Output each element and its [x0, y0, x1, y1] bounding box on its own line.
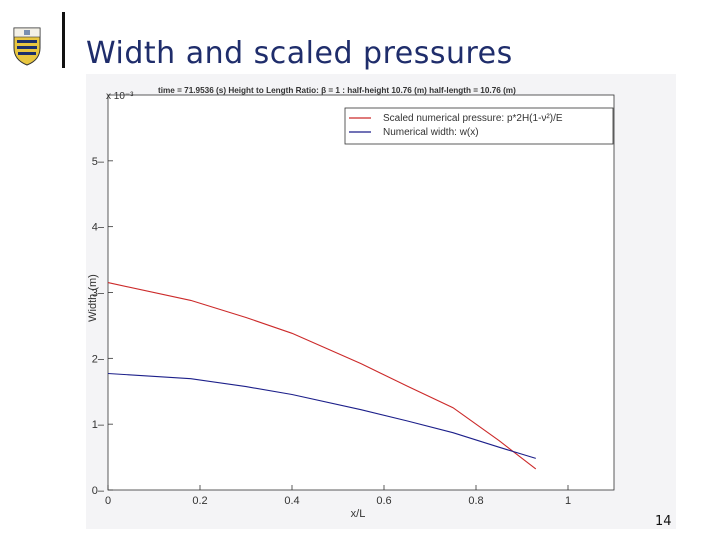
plot-area: [107, 94, 615, 491]
x-tick-label: 0.4: [284, 495, 299, 507]
legend-entry: Scaled numerical pressure: p*2H(1-ν²)/E: [383, 113, 563, 124]
width-series-line: [107, 372, 536, 459]
x-tick-label: 0.8: [468, 495, 483, 507]
page-number: 14: [655, 514, 672, 529]
x-tick-label: 0.6: [376, 495, 391, 507]
y-tick-label: 1–: [92, 419, 105, 431]
pressure-series-line: [107, 282, 537, 470]
x-axis-label: x/L: [351, 508, 366, 520]
y-tick-label: 2–: [92, 353, 105, 365]
y-tick-label: 3–: [92, 288, 105, 300]
y-tick-label: 0–: [92, 485, 105, 497]
y-tick-label: 5–: [92, 156, 105, 168]
y-axis-label: Width (m): [87, 274, 99, 322]
y-tick-label: 4–: [92, 222, 105, 234]
y-exponent-label: x 10⁻³: [106, 91, 134, 102]
university-crest-icon: [13, 27, 41, 66]
chart-title: time = 71.9536 (s) Height to Length Rati…: [158, 86, 516, 95]
title-divider: [62, 12, 65, 68]
legend-box: [344, 107, 614, 145]
x-tick-label: 0.2: [192, 495, 207, 507]
x-tick-label: 1: [565, 495, 571, 507]
x-tick-label: 0: [105, 495, 111, 507]
legend-entry: Numerical width: w(x): [383, 127, 479, 138]
slide-title: Width and scaled pressures: [86, 36, 513, 71]
